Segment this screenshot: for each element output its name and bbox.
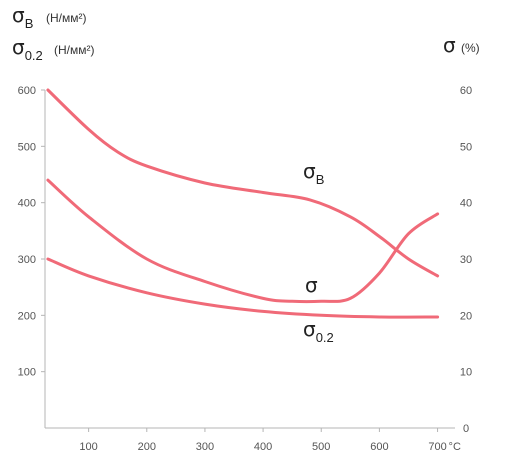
y-right-tick-label: 0 bbox=[463, 423, 469, 435]
y-right-label-symbol: σ bbox=[443, 33, 456, 57]
x-tick-label: 700 bbox=[428, 441, 446, 453]
y-left-label-1-sub: B bbox=[25, 16, 34, 31]
y-right-label-unit: (%) bbox=[461, 41, 480, 55]
series-label-sigma-02-symbol: σ bbox=[303, 317, 316, 341]
y-left-tick-label: 600 bbox=[18, 85, 36, 97]
y-left-ticks: 100 200 300 400 500 600 bbox=[18, 85, 45, 379]
y-left-tick-label: 400 bbox=[18, 198, 36, 210]
y-left-label-2-symbol: σ bbox=[12, 35, 25, 59]
svg-text:σ0.2: σ0.2 bbox=[12, 35, 43, 63]
series-line-sigma bbox=[46, 178, 440, 304]
y-right-tick-label: 30 bbox=[460, 254, 472, 266]
series-label-sigma-02-sub: 0.2 bbox=[316, 330, 334, 345]
y-right-tick-label: 20 bbox=[460, 310, 472, 322]
y-right-ticks: 0 10 20 30 40 50 60 bbox=[460, 85, 472, 435]
x-ticks: 100 200 300 400 500 600 700 bbox=[79, 428, 447, 453]
y-left-tick-label: 200 bbox=[18, 310, 36, 322]
y-axis-left-title: σB (Н/мм²) σ0.2 (Н/мм²) bbox=[12, 3, 95, 63]
y-axis-right-title: σ (%) bbox=[443, 33, 480, 57]
series-labels: σB σ σ0.2 bbox=[303, 159, 334, 345]
y-left-label-1-unit: (Н/мм²) bbox=[46, 11, 87, 25]
x-tick-label: 300 bbox=[196, 441, 214, 453]
series-label-sigma-b-symbol: σ bbox=[303, 159, 316, 183]
x-tick-label: 100 bbox=[79, 441, 97, 453]
x-tick-label: 500 bbox=[312, 441, 330, 453]
y-right-tick-label: 50 bbox=[460, 141, 472, 153]
y-left-label-2-unit: (Н/мм²) bbox=[54, 43, 95, 57]
x-tick-label: 200 bbox=[138, 441, 156, 453]
y-left-tick-label: 500 bbox=[18, 141, 36, 153]
svg-text:σ0.2: σ0.2 bbox=[303, 317, 334, 345]
series-curves bbox=[46, 88, 440, 319]
y-left-label-1-symbol: σ bbox=[12, 3, 25, 27]
series-line-sigma-02 bbox=[46, 257, 440, 319]
y-right-tick-label: 40 bbox=[460, 198, 472, 210]
y-right-tick-label: 60 bbox=[460, 85, 472, 97]
series-label-sigma-symbol: σ bbox=[305, 273, 318, 297]
svg-text:σB: σB bbox=[303, 159, 324, 187]
y-right-tick-label: 10 bbox=[460, 367, 472, 379]
x-tick-label: 400 bbox=[254, 441, 272, 453]
series-label-sigma-b-sub: B bbox=[316, 172, 325, 187]
y-left-tick-label: 100 bbox=[18, 367, 36, 379]
y-left-tick-label: 300 bbox=[18, 254, 36, 266]
x-tick-label: 600 bbox=[370, 441, 388, 453]
svg-text:σB: σB bbox=[12, 3, 33, 31]
series-line-sigma-b bbox=[46, 88, 440, 278]
x-axis-unit: °C bbox=[449, 441, 461, 453]
y-left-label-2-sub: 0.2 bbox=[25, 48, 43, 63]
